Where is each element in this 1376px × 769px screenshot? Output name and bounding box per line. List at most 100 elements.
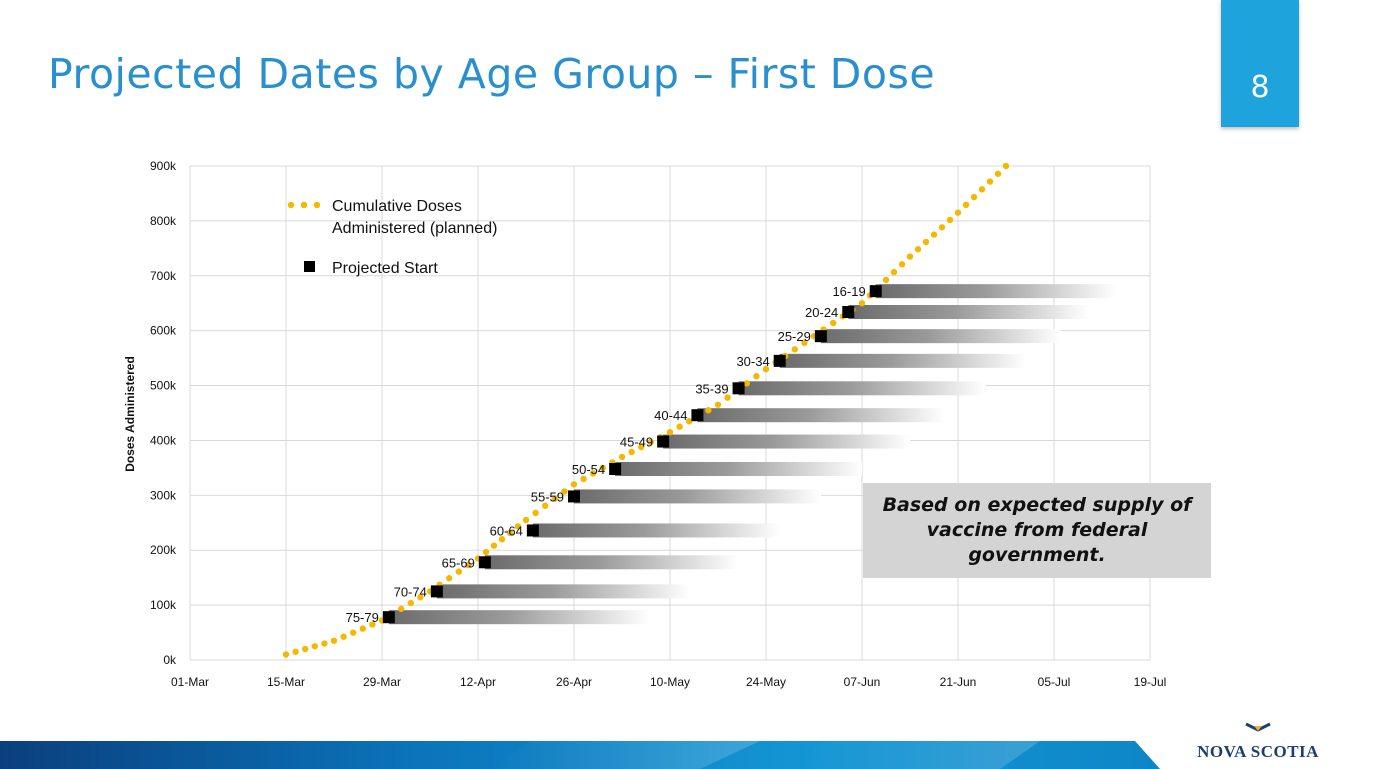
age-group-bar [697,408,945,423]
cumulative-dose-dot [954,209,962,216]
x-tick-label: 05-Jul [1038,675,1071,689]
slide-title: Projected Dates by Age Group – First Dos… [48,50,936,98]
cumulative-dose-dot [858,300,866,307]
age-group-label: 40-44 [654,408,687,423]
x-tick-label: 10-May [650,675,690,689]
age-group-label: 60-64 [490,523,523,538]
cumulative-dose-dot [638,443,645,451]
cumulative-dose-dot [724,394,731,401]
cumulative-dose-dot [561,488,568,495]
cumulative-dose-dot [465,561,472,569]
age-group-label: 65-69 [442,555,475,570]
supply-note: Based on expected supply of vaccine from… [863,483,1211,578]
x-tick-label: 07-Jun [844,675,881,689]
cumulative-dose-dot [898,261,906,268]
nova-scotia-logo: NOVA SCOTIA [1183,722,1333,762]
y-tick-label: 200k [150,543,177,557]
projected-start-marker [609,462,622,475]
cumulative-dose-dot [647,438,654,446]
cumulative-dose-dot [570,481,578,488]
age-group-bar [484,555,739,570]
cumulative-dose-dot [962,201,970,209]
y-axis-label: Doses Administered [123,356,137,472]
cumulative-dose-dot [1002,162,1010,170]
age-group-bar [436,584,691,599]
y-tick-label: 0k [163,653,177,667]
y-tick-label: 900k [150,159,177,173]
legend-dots-swatch [300,201,308,209]
age-group-label: 55-59 [531,489,564,504]
age-group-label: 70-74 [394,584,427,599]
cumulative-dose-dot [369,621,376,628]
cumulative-dose-dot [302,645,309,653]
cumulative-dose-dot [350,629,357,636]
cumulative-dose-dot [292,648,299,655]
projected-start-marker [814,330,827,343]
legend-label: Cumulative Doses [332,198,462,215]
cumulative-dose-dot [666,429,674,436]
legend-label: Projected Start [332,260,438,277]
cumulative-dose-dot [762,365,770,373]
age-group-bar [875,284,1116,299]
cumulative-dose-dot [994,170,1002,177]
y-tick-label: 100k [150,598,177,612]
projected-start-marker [869,285,882,298]
cumulative-dose-dot [714,401,722,408]
page-number: 8 [1250,70,1270,105]
projected-start-marker [526,524,539,537]
y-tick-label: 500k [150,379,177,393]
cumulative-dose-dot [311,643,318,650]
cumulative-dose-dot [914,246,922,253]
cumulative-dose-dot [676,423,683,430]
cumulative-dose-dot [282,651,290,658]
cumulative-dose-dot [946,216,954,224]
cumulative-dose-dot [970,193,978,201]
cumulative-dose-dot [938,224,946,231]
cumulative-dose-dot [830,319,837,327]
supply-note-text: Based on expected supply of vaccine from… [882,494,1192,566]
age-group-label: 25-29 [778,329,811,344]
y-tick-label: 600k [150,324,177,338]
chart-legend: Cumulative Doses Administered (planned) Pr… [287,198,497,277]
age-group-bar [615,461,862,476]
age-group-label: 50-54 [572,462,605,477]
cumulative-dose-dot [618,453,626,461]
cumulative-dose-dot [978,186,986,193]
cumulative-dose-dot [930,231,938,238]
x-tick-label: 12-Apr [460,675,496,689]
age-group-label: 35-39 [695,381,728,396]
cumulative-dose-dot [506,529,514,537]
cumulative-dose-dot [446,575,453,582]
cumulative-dose-dot [514,523,522,530]
cumulative-dose-dot [590,470,597,477]
cumulative-dose-dot [398,605,405,613]
x-tick-label: 26-Apr [556,675,592,689]
cumulative-dose-dot [753,373,760,380]
projected-start-marker [382,611,395,624]
cumulative-dose-dot [705,407,712,414]
age-group-bar [663,434,910,449]
cumulative-dose-dot [532,509,539,517]
age-group-bar [574,489,821,504]
cumulative-dose-dot [407,599,414,607]
x-tick-label: 24-May [746,675,786,689]
cumulative-dose-dot [801,339,808,346]
projected-start-marker [568,490,580,503]
cumulative-dose-dot [542,502,549,509]
y-tick-label: 700k [150,269,177,283]
page-number-badge: 8 [1221,0,1299,127]
cumulative-dose-dot [417,594,424,601]
age-group-bar [388,610,650,625]
cumulative-dose-dot [599,464,606,472]
cumulative-dose-dot [922,238,930,246]
logo-text: NOVA SCOTIA [1197,742,1319,761]
cumulative-dose-dot [490,542,498,549]
cumulative-dose-dot [321,640,328,647]
x-tick-label: 01-Mar [171,675,209,689]
y-tick-label: 800k [150,214,177,228]
cumulative-dose-dot [580,475,587,483]
projected-start-marker [478,556,491,569]
flag-icon [1245,722,1271,732]
projected-start-marker [732,382,745,395]
projected-start-marker [691,409,704,422]
